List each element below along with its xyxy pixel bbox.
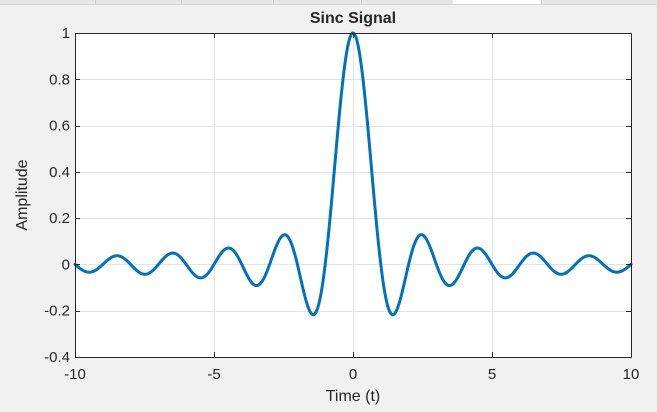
y-axis-label: Amplitude <box>14 159 31 230</box>
x-tick-label: -10 <box>64 366 86 383</box>
figure-window: -10 -5 0 5 10 -0.4 -0.2 0 0.2 0.4 0.6 0.8 1 Sinc Si… <box>0 5 657 412</box>
y-tick-label: 0.8 <box>49 71 70 88</box>
figure-tab[interactable] <box>273 0 362 4</box>
figure-tab-active[interactable] <box>453 0 542 4</box>
x-tick-label: -5 <box>207 366 220 383</box>
figure-tab[interactable] <box>95 0 182 4</box>
figure-tab[interactable] <box>181 0 274 4</box>
figure-tab[interactable] <box>0 0 96 4</box>
y-tick-label: 0.6 <box>49 118 70 135</box>
y-tick-label: 0 <box>62 256 70 273</box>
x-tick-labels: -10 -5 0 5 10 <box>64 366 639 383</box>
axis-ticks <box>75 33 632 358</box>
y-tick-label: -0.2 <box>44 303 70 320</box>
sinc-chart: -10 -5 0 5 10 -0.4 -0.2 0 0.2 0.4 0.6 0.8 1 Sinc Si… <box>14 10 639 405</box>
y-tick-label: -0.4 <box>44 349 70 366</box>
x-tick-label: 5 <box>488 366 496 383</box>
x-axis-label: Time (t) <box>326 388 381 405</box>
figure-tab-strip <box>0 0 657 5</box>
y-tick-label: 0.4 <box>49 164 70 181</box>
y-tick-labels: -0.4 -0.2 0 0.2 0.4 0.6 0.8 1 <box>44 25 70 366</box>
x-tick-label: 10 <box>623 366 640 383</box>
x-tick-label: 0 <box>349 366 357 383</box>
y-tick-label: 0.2 <box>49 210 70 227</box>
chart-title: Sinc Signal <box>310 10 396 27</box>
figure-tab[interactable] <box>361 0 454 4</box>
y-tick-label: 1 <box>62 25 70 42</box>
